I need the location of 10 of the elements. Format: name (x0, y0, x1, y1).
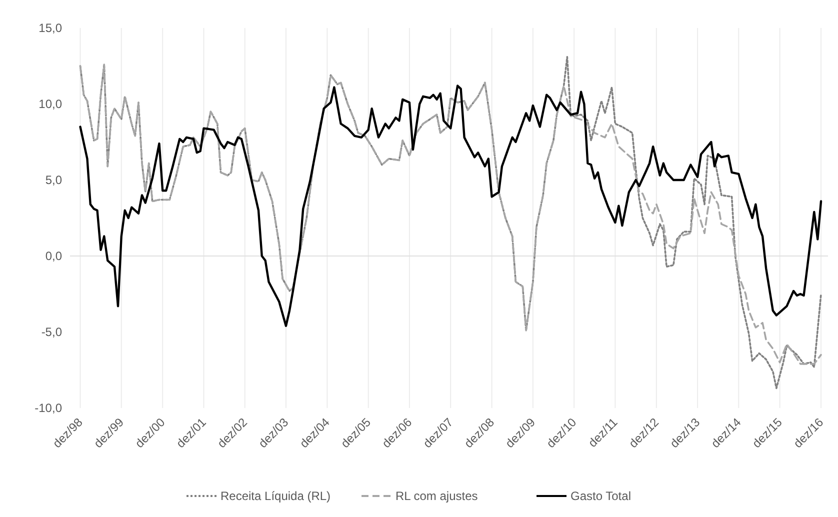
legend-label: Receita Líquida (RL) (220, 489, 331, 504)
y-tick-label: 15,0 (38, 21, 62, 36)
y-tick-label: -5,0 (41, 325, 62, 340)
legend-label: RL com ajustes (396, 489, 478, 504)
y-tick-label: 5,0 (45, 173, 62, 188)
line-series (79, 84, 822, 328)
y-tick-label: 10,0 (38, 97, 62, 112)
y-tick-label: 0,0 (45, 249, 62, 264)
y-tick-label: -10,0 (34, 401, 62, 416)
legend-label: Gasto Total (570, 489, 631, 504)
